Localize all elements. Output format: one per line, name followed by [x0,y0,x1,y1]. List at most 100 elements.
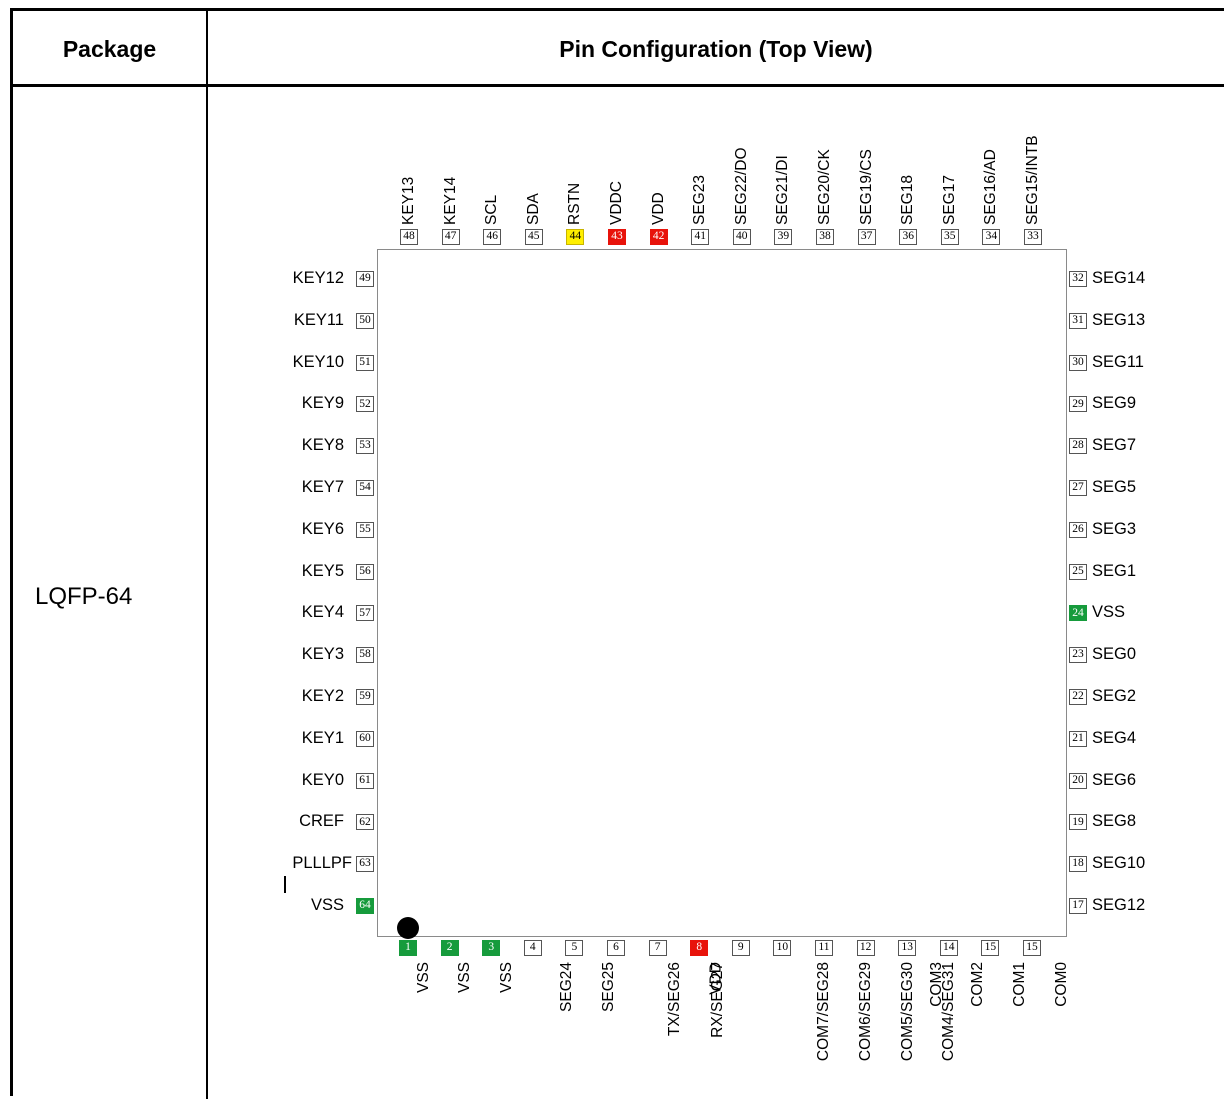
pin-label-key7: KEY7 [301,478,344,496]
pin-label-vdd: VDD [649,192,667,225]
pin-label-com2: COM2 [969,962,987,1007]
pin-label-seg0: SEG0 [1092,645,1137,664]
pin-label-seg1: SEG1 [1092,561,1137,580]
pin-box-32: 32 [1069,271,1087,287]
pin-label-tx-seg26: TX/SEG26 [665,962,683,1037]
pin-box-51: 51 [356,354,374,371]
pin-box-21: 21 [1069,730,1087,747]
pin-label-key3: KEY3 [301,645,344,664]
pin-box-59: 59 [356,689,374,705]
pllpf-mark [284,876,286,893]
pin-box-12: 12 [856,940,875,956]
pin-box-33: 33 [1024,229,1042,245]
pin-box-46: 46 [483,229,502,245]
pin-box-61: 61 [356,772,374,789]
pin-label-seg6: SEG6 [1092,770,1137,789]
pin-label-vss: VSS [310,896,344,914]
pin-label-scl: SCL [483,194,501,225]
pin-box-2: 2 [440,940,459,956]
pin-box-17: 17 [1069,898,1087,914]
pin-box-50: 50 [356,312,374,329]
pin-box-15: 15 [981,940,1000,956]
pin-label-seg7: SEG7 [1092,436,1137,455]
package-name: LQFP-64 [35,583,133,610]
pin-box-30: 30 [1069,354,1087,371]
pin-box-19: 19 [1069,814,1087,831]
pin-box-49: 49 [356,271,374,287]
pin-label-sda: SDA [524,193,542,225]
pin-box-63: 63 [356,856,374,873]
pin-box-56: 56 [356,563,374,580]
header-pin-configuration: Pin Configuration (Top View) [559,35,873,62]
pin-label-seg17: SEG17 [940,175,958,225]
pin-box-24: 24 [1069,605,1087,622]
pin-label-key12: KEY12 [292,269,344,287]
pin-label-seg18: SEG18 [899,175,917,225]
pin-label-seg16-ad: SEG16/AD [982,149,1000,225]
pin-box-31: 31 [1069,312,1087,329]
pin-label-seg5: SEG5 [1092,478,1137,496]
pin-box-20: 20 [1069,772,1087,789]
pin-box-23: 23 [1069,647,1087,664]
pin-label-vdd: VDD [707,962,725,995]
header-package: Package [62,35,157,62]
pin-label-seg4: SEG4 [1092,728,1137,747]
pin-box-38: 38 [816,229,834,245]
pin-label-seg22-do: SEG22/DO [732,147,750,225]
pin-label-vss: VSS [497,962,515,994]
pin-box-15: 15 [1023,940,1041,956]
pin-box-62: 62 [356,814,374,831]
pin-box-22: 22 [1069,689,1087,705]
chip-body [377,249,1067,937]
pin-box-39: 39 [774,229,793,245]
pin-box-28: 28 [1069,438,1087,455]
pin-label-seg15-intb: SEG15/INTB [1024,135,1041,225]
pin-label-com7-seg28: COM7/SEG28 [815,962,833,1062]
pin-label-seg19-cs: SEG19/CS [857,149,875,225]
pin-box-58: 58 [356,647,374,664]
pin-label-vss: VSS [1092,603,1126,622]
pin-box-10: 10 [773,940,792,956]
pin-label-com1: COM1 [1010,962,1028,1007]
pin-label-key8: KEY8 [301,436,344,455]
pin-label-plllpf: PLLLPF [292,854,352,873]
pin-label-rstn: RSTN [566,182,584,225]
pin-box-14: 14 [939,940,958,956]
pin-box-53: 53 [356,438,374,455]
pin-label-key2: KEY2 [301,687,344,705]
pin-label-seg12: SEG12 [1092,896,1146,914]
pin-label-seg2: SEG2 [1092,687,1137,705]
pin-table: Package Pin Configuration (Top View) LQF… [10,8,1224,1099]
pin-box-35: 35 [940,229,959,245]
pin-label-com5-seg30: COM5/SEG30 [898,962,916,1062]
pin-box-5: 5 [565,940,584,956]
pin-label-seg23: SEG23 [691,175,709,225]
pin-box-64: 64 [356,898,374,914]
pin-box-7: 7 [648,940,667,956]
pin-box-11: 11 [815,940,833,956]
pin-box-9: 9 [731,940,750,956]
pin-label-key9: KEY9 [301,394,344,413]
pin-label-key4: KEY4 [301,603,344,622]
pin-box-40: 40 [732,229,751,245]
pin-label-key10: KEY10 [292,352,344,371]
pin-label-seg8: SEG8 [1092,812,1137,831]
pin-box-34: 34 [982,229,1001,245]
pin-box-55: 55 [356,521,374,538]
pin-box-26: 26 [1069,521,1087,538]
pin-box-43: 43 [608,229,626,245]
pin-label-seg10: SEG10 [1092,854,1146,873]
pin-box-42: 42 [649,229,668,245]
pin-label-key1: KEY1 [301,728,344,747]
pin-label-seg13: SEG13 [1092,310,1146,329]
table-header-row [13,11,1224,87]
pin-box-36: 36 [899,229,918,245]
column-divider [206,11,208,1099]
pin-box-41: 41 [691,229,710,245]
pin-box-13: 13 [898,940,917,956]
pin-box-4: 4 [523,940,542,956]
pin-box-18: 18 [1069,856,1087,873]
pin-label-com3: COM3 [927,962,945,1007]
pin-label-key5: KEY5 [301,561,344,580]
pin-box-37: 37 [857,229,876,245]
